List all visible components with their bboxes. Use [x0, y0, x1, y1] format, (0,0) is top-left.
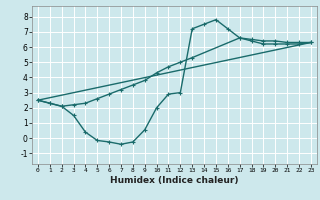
X-axis label: Humidex (Indice chaleur): Humidex (Indice chaleur) [110, 176, 239, 185]
